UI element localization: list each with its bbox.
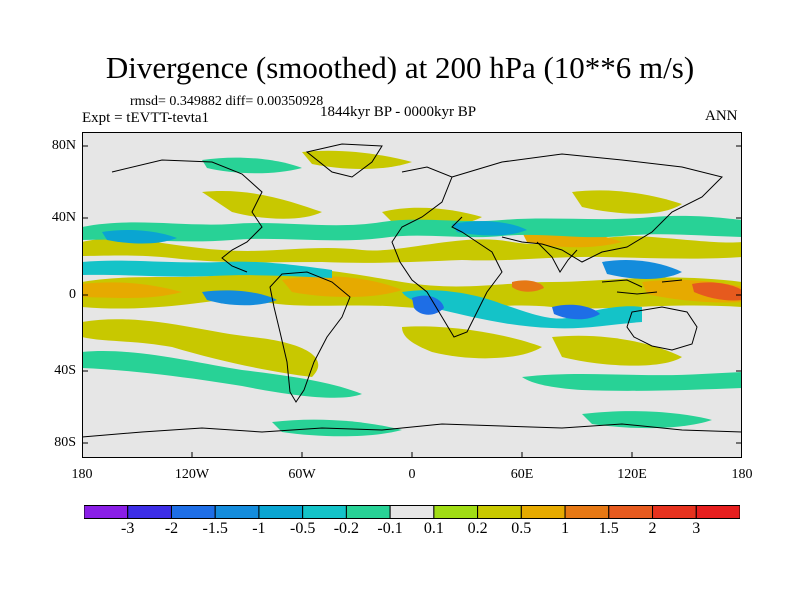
indonesia-coast — [601, 279, 683, 295]
north-negative-band — [82, 215, 742, 242]
colorbar-box — [564, 505, 610, 519]
north-america-coast — [111, 159, 263, 273]
colorbar-tick-label: -1 — [252, 520, 266, 537]
colorbar-box — [389, 505, 435, 519]
lon-label-180w: 180 — [71, 467, 93, 482]
stats-line: rmsd= 0.349882 diff= 0.00350928 — [130, 94, 324, 109]
lon-label-60e: 60E — [510, 467, 534, 482]
coastlines — [82, 143, 742, 438]
colorbar-tick-label: -1.5 — [202, 520, 228, 537]
red-hotspot-2 — [512, 280, 544, 292]
colorbar — [84, 505, 740, 519]
season-label: ANN — [705, 108, 738, 124]
blue-north-2 — [452, 221, 527, 236]
plot-title: Divergence (smoothed) at 200 hPa (10**6 … — [105, 50, 695, 85]
colorbar-box — [127, 505, 172, 519]
colorbar-box — [170, 505, 216, 519]
lat-label-80s: 80S — [54, 435, 76, 450]
red-hotspot — [692, 282, 742, 301]
colorbar-box — [433, 505, 479, 519]
colorbar-box — [345, 505, 391, 519]
colorbar-tick-label: 1 — [561, 520, 570, 537]
colorbar-box — [258, 505, 304, 519]
blue-africa — [412, 295, 444, 315]
lat-label-40s: 40S — [54, 363, 76, 378]
blue-pacific — [202, 290, 277, 306]
colorbar-box — [477, 505, 522, 519]
colorbar-box — [84, 505, 129, 519]
orange-equator-2 — [282, 276, 402, 297]
experiment-label: Expt = tEVTT-tevta1 — [82, 110, 210, 126]
colorbar-tick-label: -0.1 — [377, 520, 403, 537]
lon-label-60w: 60W — [288, 467, 316, 482]
lon-label-180e: 180 — [731, 467, 753, 482]
blue-indonesia — [602, 260, 682, 279]
colorbar-tick-label: -3 — [121, 520, 135, 537]
antarctica-coast — [82, 423, 742, 438]
colorbar-box — [520, 505, 566, 519]
blue-north-1 — [102, 229, 177, 244]
australia-coast — [626, 306, 698, 351]
colorbar-tick-label: -0.5 — [290, 520, 316, 537]
lat-label-0: 0 — [69, 287, 76, 302]
colorbar-box — [214, 505, 260, 519]
south-negative-2 — [522, 372, 742, 391]
antarctic-negative — [272, 419, 402, 437]
lon-label-120e: 120E — [617, 467, 647, 482]
period-label: 1844kyr BP - 0000kyr BP — [320, 104, 477, 120]
colorbar-tick-label: 2 — [648, 520, 657, 537]
india-coast — [536, 241, 578, 273]
antarctic-negative-2 — [582, 411, 712, 429]
midlat-positive — [202, 191, 322, 219]
europe-africa-coast — [391, 166, 503, 338]
colorbar-tick-label: 0.2 — [467, 520, 488, 537]
tick-marks — [82, 145, 742, 458]
colorbar-box — [695, 505, 740, 519]
arctic-negative — [202, 157, 302, 174]
greenland-coast — [305, 143, 383, 178]
arctic-positive — [302, 150, 412, 169]
lon-label-120w: 120W — [174, 467, 210, 482]
colorbar-tick-label: -0.2 — [333, 520, 360, 537]
contour-fill — [82, 150, 742, 437]
colorbar-tick-label: 0.5 — [511, 520, 532, 537]
colorbar-box — [302, 505, 347, 519]
indian-positive — [552, 335, 682, 366]
lat-label-40n: 40N — [51, 210, 76, 225]
colorbar-tick-label: 0.1 — [423, 520, 444, 537]
blue-indian — [552, 304, 600, 320]
tropical-negative-1 — [82, 260, 332, 278]
divergence-map — [82, 132, 742, 458]
south-negative-band — [82, 351, 362, 398]
asia-coast — [451, 153, 723, 263]
south-atlantic-positive — [402, 326, 542, 359]
orange-equator-1 — [82, 282, 182, 298]
lat-label-80n: 80N — [51, 138, 76, 153]
colorbar-box — [652, 505, 697, 519]
south-positive-band — [82, 319, 319, 377]
colorbar-tick-label: -2 — [164, 520, 179, 537]
colorbar-tick-label: 3 — [692, 520, 701, 537]
lon-label-0: 0 — [408, 467, 416, 482]
colorbar-box — [608, 505, 654, 519]
asia-positive — [572, 190, 682, 214]
south-america-coast — [269, 271, 351, 403]
colorbar-tick-label: 1.5 — [598, 520, 619, 537]
